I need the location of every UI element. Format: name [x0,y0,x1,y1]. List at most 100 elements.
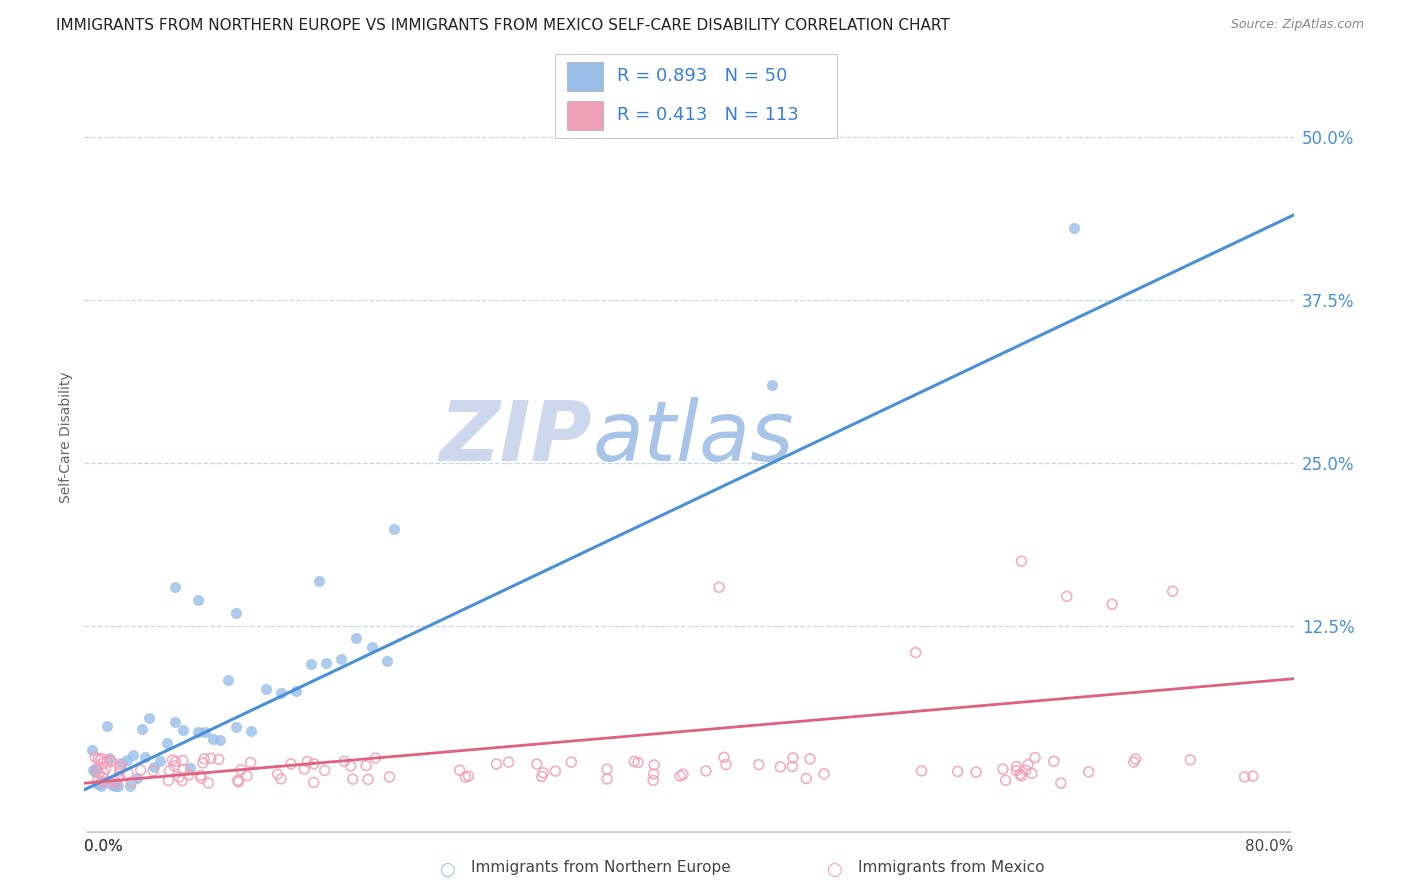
Point [1241,769,1264,783]
Point [946,764,969,779]
Point [813,766,835,780]
Point [454,770,477,784]
Point [121,748,143,763]
Point [127,771,149,785]
Point [709,580,731,594]
Point [229,763,252,777]
Point [228,775,250,789]
Point [695,764,717,778]
Point [360,640,382,654]
Point [270,686,292,700]
Point [121,775,143,789]
Point [87,773,110,788]
Point [627,756,650,770]
Point [713,750,735,764]
Point [794,772,817,786]
Point [457,769,479,783]
Point [191,756,214,770]
Point [138,711,160,725]
Point [526,757,548,772]
Point [308,574,330,588]
Point [266,767,288,781]
Point [799,752,821,766]
Point [94,762,117,776]
Point [1056,590,1078,604]
Point [285,684,308,698]
Point [748,757,770,772]
Text: 0.0%: 0.0% [84,839,124,855]
Point [162,753,184,767]
Point [87,752,110,766]
Point [134,750,156,764]
Point [108,757,131,772]
Y-axis label: Self-Care Disability: Self-Care Disability [59,371,73,503]
Bar [567,101,603,130]
Point [297,755,319,769]
Point [1015,763,1038,777]
Point [87,776,110,790]
Point [1011,769,1033,783]
Point [1161,584,1184,599]
Point [761,377,783,392]
Point [449,763,471,777]
Point [342,772,364,786]
Text: ○: ○ [439,862,456,880]
Point [89,777,111,791]
Point [1101,597,1123,611]
Point [333,754,356,768]
Point [1049,776,1071,790]
Text: ZIP: ZIP [440,397,592,477]
Point [173,763,195,777]
Text: 0.0%: 0.0% [84,839,124,855]
Point [108,764,131,778]
Text: R = 0.413   N = 113: R = 0.413 N = 113 [617,105,799,123]
Point [167,770,190,784]
Point [98,754,121,768]
Point [90,751,112,765]
Point [165,714,187,729]
Point [239,723,262,738]
Point [354,758,377,772]
Point [485,757,508,772]
Point [498,755,520,769]
Point [187,724,209,739]
Point [156,736,179,750]
Point [1063,221,1085,235]
Point [364,751,387,765]
Point [531,765,554,780]
Point [172,773,194,788]
Point [200,751,222,765]
Point [643,767,665,781]
Point [965,765,987,780]
Point [1125,752,1147,766]
Point [991,762,1014,776]
Text: Source: ZipAtlas.com: Source: ZipAtlas.com [1230,18,1364,31]
Point [560,755,582,769]
Point [103,773,125,788]
Point [910,764,932,778]
Point [769,760,792,774]
Point [623,755,645,769]
Point [97,775,120,789]
Point [105,776,128,790]
Point [165,755,187,769]
Point [1021,766,1043,780]
Point [643,773,665,788]
Point [375,654,398,668]
Point [96,755,118,769]
Point [100,778,122,792]
Point [315,657,337,671]
Point [669,769,692,783]
Point [107,771,129,785]
Point [994,773,1017,788]
Point [209,733,232,747]
Point [544,764,567,779]
Point [1017,757,1039,772]
Point [84,750,107,764]
Point [89,753,111,767]
Text: 80.0%: 80.0% [1246,839,1294,855]
Point [672,767,695,781]
Point [714,757,737,772]
Point [104,779,127,793]
Point [131,722,153,736]
